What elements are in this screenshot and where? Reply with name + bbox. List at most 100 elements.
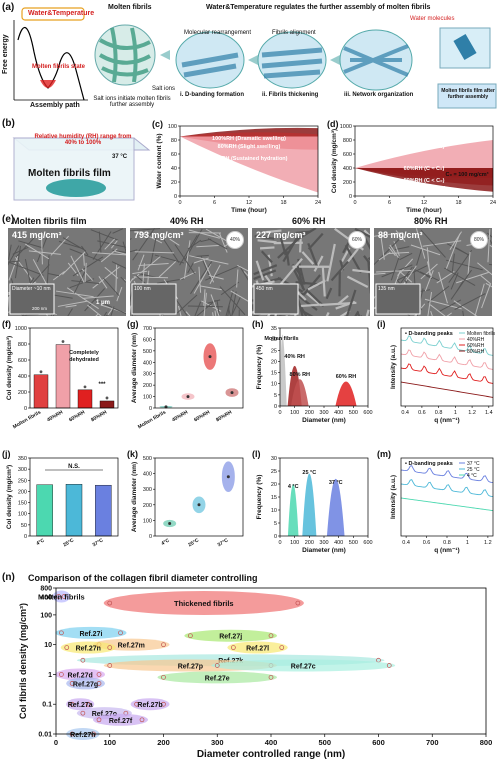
distribution-label-3: 60% RH	[336, 374, 357, 380]
panel-a-title-right: Water&Temperature regulates the further …	[206, 4, 431, 11]
chart-c: (c) 0 20 40 60 80 100 0 6 12 18 24 Time (hour) Water …	[152, 119, 321, 214]
violin-mean-0	[168, 522, 172, 526]
range-end-5	[107, 645, 113, 650]
y-tick-label: 50	[21, 523, 27, 529]
y-tick-label: 20	[171, 180, 177, 186]
range-ellipse-1	[103, 591, 304, 616]
y-tick-label: 0	[174, 194, 177, 200]
range-label-9: Ref.27c	[291, 663, 316, 670]
y-tick-label: 0	[349, 194, 352, 200]
scale-bar-label: 1 μm	[96, 300, 111, 306]
range-end-2	[118, 630, 123, 636]
panel-label-d: (d)	[327, 119, 339, 129]
x-tick-label: 200	[305, 410, 314, 416]
step-i-inner: Molecular rearrangement	[184, 30, 252, 36]
range-end-11	[268, 674, 274, 680]
chart-h: (h) Molten fibrils 40% RH 80% RH 60% RH 0 5 10 1…	[252, 319, 373, 424]
x-tick-label: 500	[349, 540, 358, 546]
range-ellipse-14	[130, 698, 170, 711]
panel-label-k: (k)	[127, 449, 138, 459]
micrograph-density: 227 mg/cm³	[256, 230, 306, 240]
legend-label-3: 80%RH	[467, 349, 485, 355]
panel-label-g: (g)	[127, 319, 139, 329]
range-start-10	[59, 672, 64, 677]
category-label: 25°C	[62, 537, 75, 548]
bar-2	[95, 484, 112, 537]
distribution-label-0: Molten fibrils	[264, 336, 298, 342]
x-tick-label: 400	[334, 410, 343, 416]
category-label: 80%RH	[215, 409, 233, 423]
legend-label-0: Molten fibrils	[467, 331, 496, 337]
y-tick-label: 200	[18, 489, 27, 495]
chart-j: (j) 0 50 100 150 200 250 300 350 Col density (mg/…	[2, 449, 119, 548]
annotation-2: dehydrated	[69, 357, 99, 363]
range-start-7	[80, 657, 86, 663]
range-end-3	[268, 633, 274, 639]
panel-e-label: (e)	[2, 214, 15, 225]
x-tick-label: 0.6	[418, 410, 426, 416]
y-tick-label: 800	[40, 586, 52, 593]
range-label-17: Ref.27h	[70, 732, 95, 739]
range-ellipse-16	[93, 713, 148, 726]
range-end-0	[61, 594, 67, 599]
bar-0	[36, 484, 53, 537]
y-tick-label: 40	[171, 166, 177, 172]
molten-fibrils-label: Molten fibrils	[108, 4, 152, 11]
y-axis-label: Col fibrils density (mg/cm³)	[18, 603, 28, 719]
range-start-11	[161, 674, 166, 680]
y-axis-label: Average diameter (nm)	[131, 333, 138, 403]
rh-badge: 60%	[348, 231, 366, 249]
y-tick-label: 80	[171, 138, 177, 144]
y-tick-label: 700	[143, 326, 152, 332]
y-axis-label: Col density (mg/cm³)	[331, 129, 338, 193]
y-tick-label: 0	[149, 534, 152, 540]
micrograph-header: 60% RH	[292, 216, 326, 226]
range-start-9	[214, 663, 220, 668]
violin-mean-3	[230, 391, 234, 395]
y-tick-label: 25	[271, 348, 277, 354]
bar-point	[61, 340, 65, 343]
micrograph-header: Molten fibrils film	[12, 216, 87, 226]
category-label: 40%RH	[46, 409, 64, 423]
step-ii-inner: Fibrils alignment	[272, 30, 316, 36]
y-axis-label: Frequency (%)	[256, 475, 263, 520]
category-label: 37°C	[92, 537, 105, 548]
y-axis-label: Intensity (a.u.)	[390, 345, 397, 389]
water-temp-box	[21, 7, 85, 21]
y-tick-label: 400	[143, 360, 152, 366]
y-tick-label: 100	[143, 395, 152, 401]
series-label-2: 60%RH (Sustained hydration)	[210, 156, 287, 162]
category-label: 40%RH	[171, 409, 189, 423]
violin-mean-1	[186, 395, 190, 399]
y-tick-label: 800	[18, 342, 27, 348]
range-ellipse-0	[52, 590, 71, 603]
bar-1	[55, 344, 71, 409]
y-tick-label: 500	[143, 349, 152, 355]
y-axis-label: Col density (mg/cm³)	[6, 465, 13, 529]
x-tick-label: 200	[157, 738, 170, 747]
micrograph-0: Molten fibrils film 415 mg/cm³ Diameter ~1…	[0, 216, 146, 342]
rh-badge: 40%	[226, 231, 244, 249]
x-axis-label: q (nm⁻¹)	[434, 417, 459, 424]
y-tick-label: 1000	[15, 326, 27, 332]
range-ellipse-12	[66, 677, 105, 690]
range-start-0	[56, 594, 62, 599]
x-tick-label: 18	[280, 200, 286, 206]
saxs-line-2	[400, 497, 494, 512]
distribution-label-1: 25 °C	[302, 470, 316, 476]
y-tick-label: 600	[143, 337, 152, 343]
inset-label: 450 nm	[256, 286, 273, 292]
range-start-13	[69, 701, 75, 707]
series-area-0	[355, 140, 493, 168]
x-axis-label: q (nm⁻¹)	[434, 547, 459, 554]
range-end-12	[96, 681, 102, 686]
y-tick-label: 300	[143, 372, 152, 378]
y-tick-label: 400	[343, 166, 352, 172]
distribution-label-0: 4 °C	[288, 484, 299, 490]
bar-point	[105, 396, 109, 400]
y-tick-label: 800	[343, 138, 352, 144]
micrograph-3: 80% RH 88 mg/cm³ 80% 135 nm	[347, 216, 500, 335]
x-tick-label: 500	[349, 410, 358, 416]
category-label: 4°C	[35, 537, 46, 547]
